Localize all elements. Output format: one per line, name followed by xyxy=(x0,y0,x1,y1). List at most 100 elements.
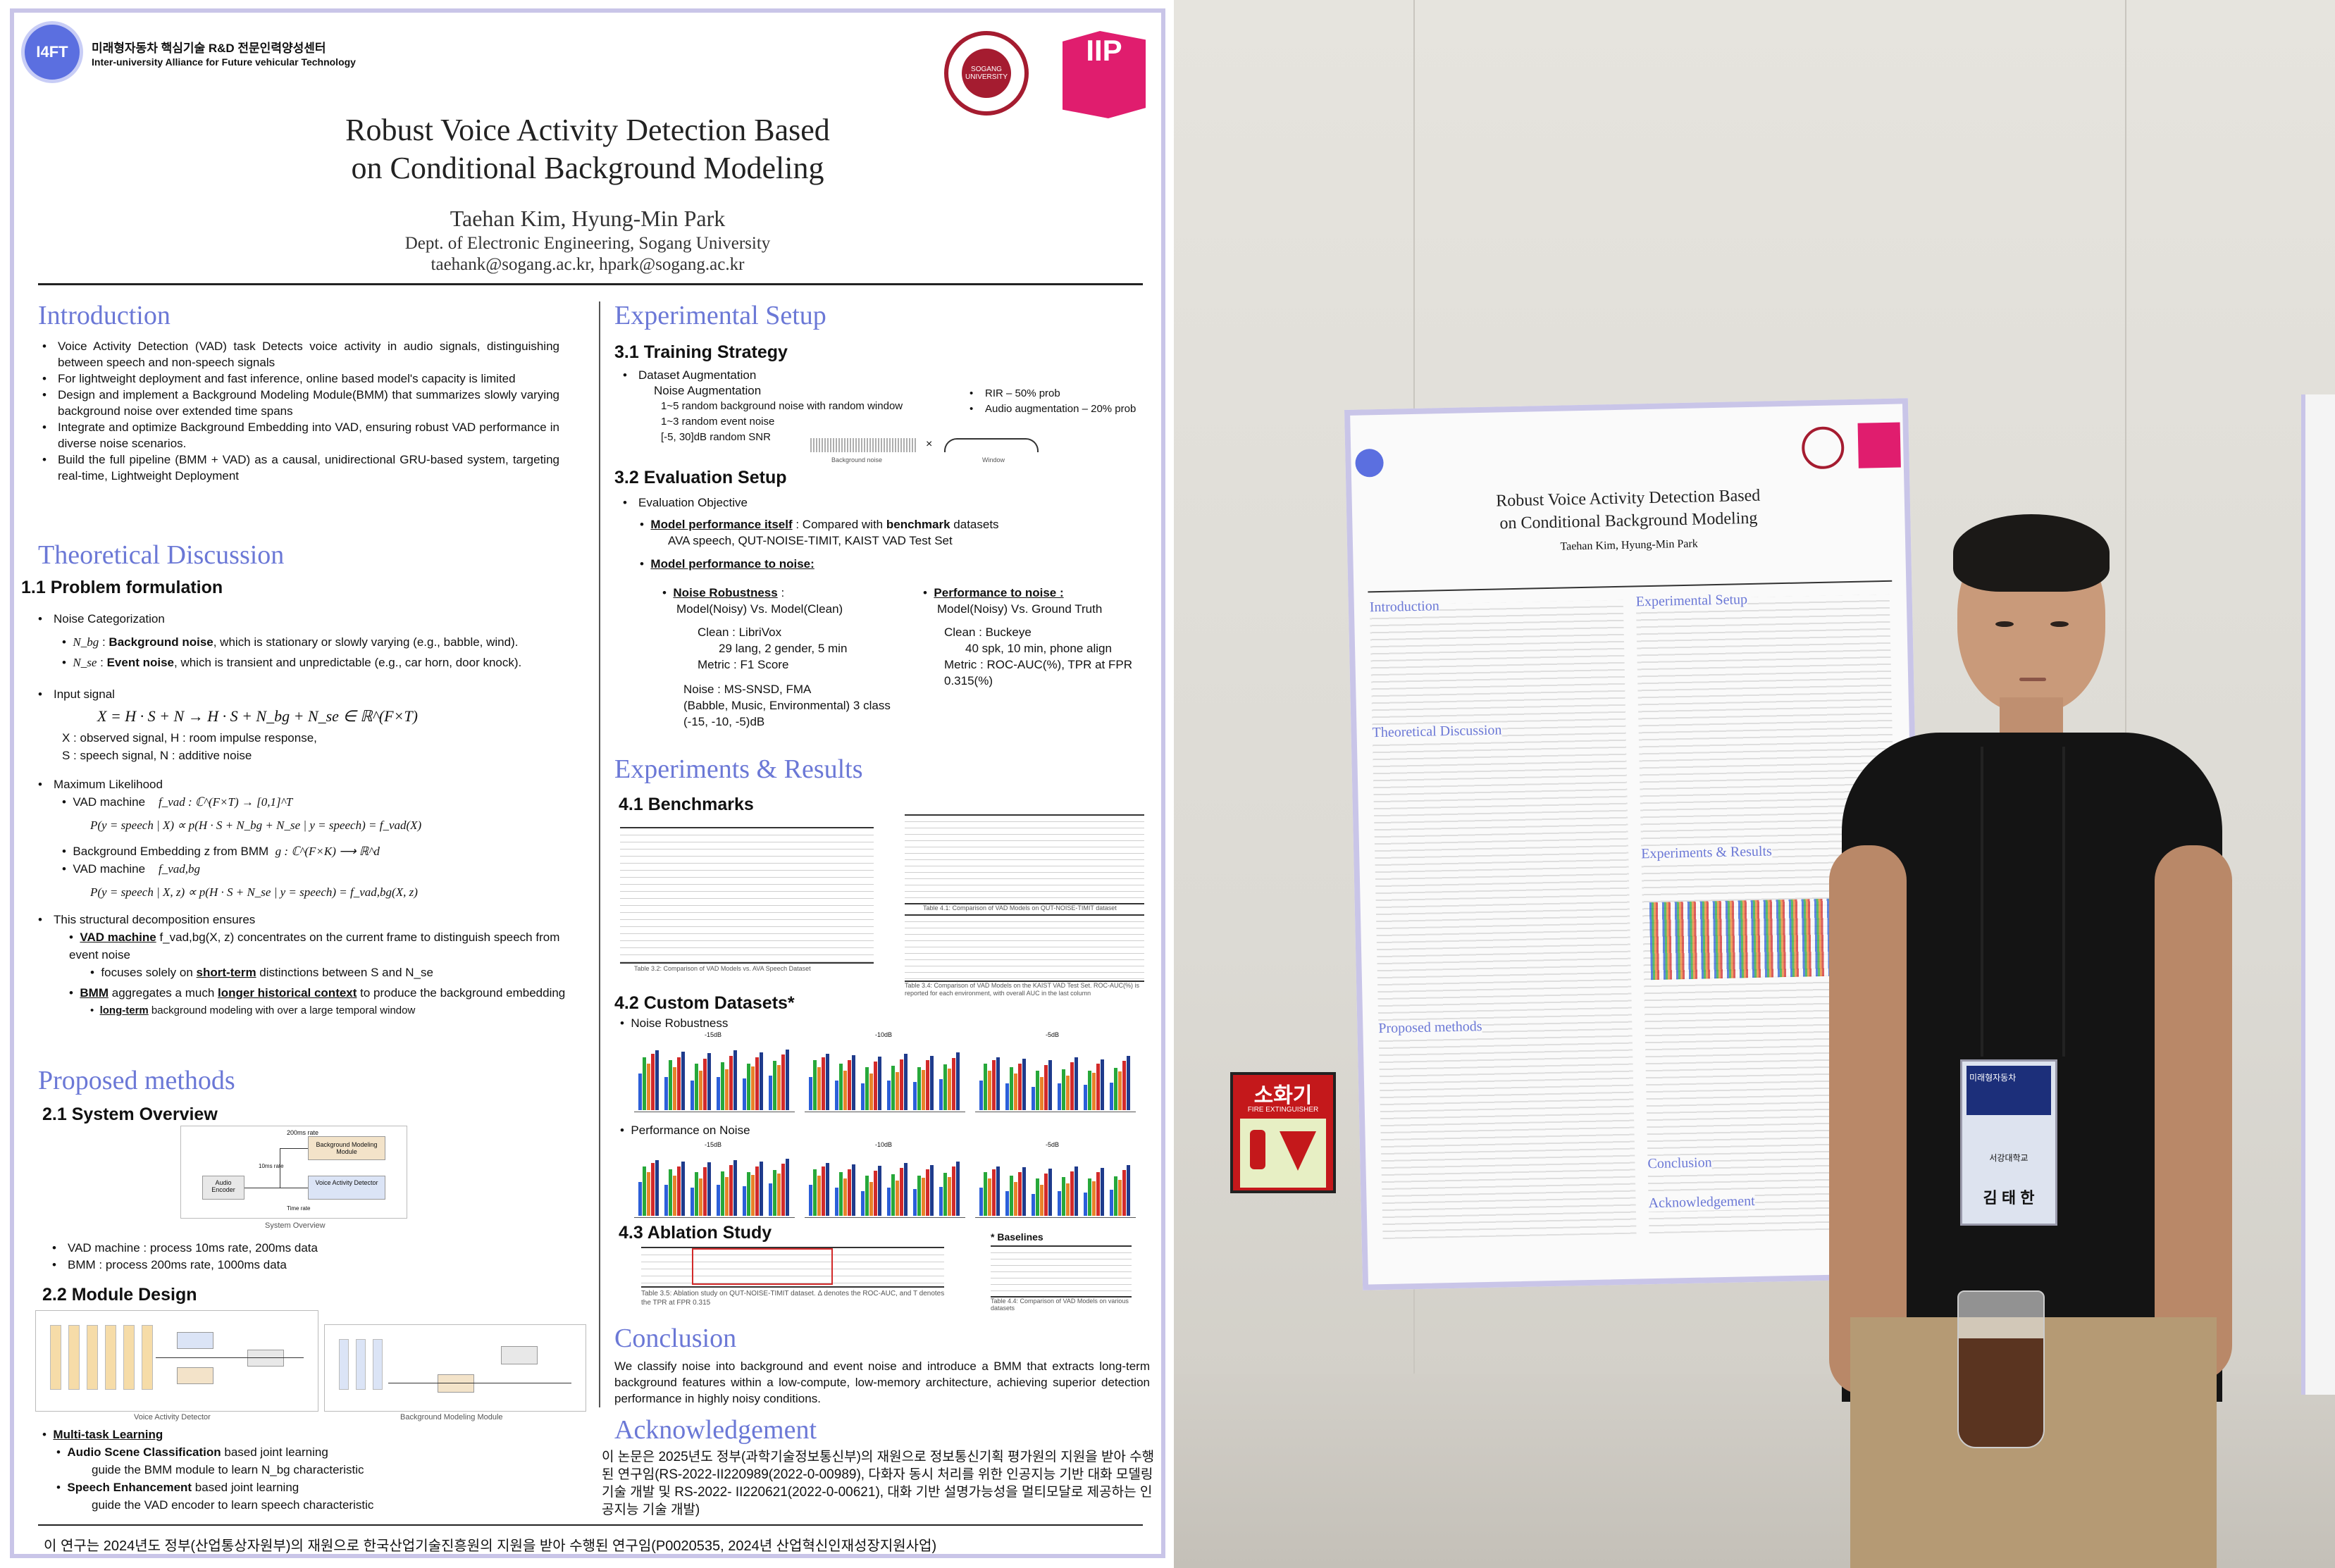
bar-mark xyxy=(643,1166,646,1216)
decomp-bmm-label: BMM xyxy=(80,986,109,1000)
bar-mark xyxy=(747,1172,750,1216)
bar-mark xyxy=(822,1166,825,1216)
clean-1-sub: 29 lang, 2 gender, 5 min xyxy=(719,642,848,655)
bar-mark xyxy=(948,1177,951,1216)
noise-levels: (-15, -10, -5)dB xyxy=(683,715,765,728)
perf-noise-block: • Performance to noise : Model(Noisy) Vs… xyxy=(923,585,1156,689)
title-line-2: on Conditional Background Modeling xyxy=(351,151,824,185)
se-line: • Speech Enhancement based joint learnin… xyxy=(56,1481,299,1494)
bar-mark xyxy=(1005,1083,1009,1110)
bar-mark xyxy=(992,1169,996,1216)
bar-mark xyxy=(1110,1083,1113,1110)
benchmark-table-3-caption: Table 3.4: Comparison of VAD Models on t… xyxy=(905,982,1139,997)
decomp-vad-line: • VAD machine f_vad,bg(X, z) concentrate… xyxy=(69,931,560,962)
bar-mark xyxy=(1032,1194,1035,1216)
photo-panel: Robust Voice Activity Detection Based on… xyxy=(1174,0,2335,1568)
bar-mark xyxy=(1114,1068,1117,1110)
fire-extinguisher-sign: 소화기 FIRE EXTINGUISHER xyxy=(1230,1072,1336,1193)
bars-pon-1 xyxy=(634,1154,795,1216)
input-equation: X = H · S + N → H · S + N_bg + N_se ∈ ℝ^… xyxy=(97,707,418,725)
rir-prob: RIR – 50% prob xyxy=(965,386,1156,402)
vad-machine-line: • VAD machine f_vad : ℂ^(F×T) → [0,1]^T xyxy=(62,795,293,809)
poster-title: Robust Voice Activity Detection Based on… xyxy=(14,111,1161,187)
decomp-bmm-sub: • long-term background modeling with ove… xyxy=(90,1004,416,1016)
bar-mark xyxy=(1036,1178,1039,1216)
bar-mark xyxy=(984,1064,987,1110)
bar-mark xyxy=(1110,1190,1113,1216)
bar-mark xyxy=(777,1174,781,1216)
noise-aug-1: 1~5 random background noise with random … xyxy=(661,400,903,412)
bar-mark xyxy=(773,1061,776,1110)
intro-bullet-4: Integrate and optimize Background Embedd… xyxy=(38,419,559,452)
intro-bullet-3: Design and implement a Background Modeli… xyxy=(38,387,559,419)
performance-on-noise-label: • Performance on Noise xyxy=(620,1124,750,1137)
bar-mark xyxy=(1127,1165,1130,1216)
bar-mark xyxy=(725,1069,729,1110)
bar-mark xyxy=(887,1081,891,1110)
var-line-1: X : observed signal, H : room impulse re… xyxy=(62,731,317,745)
bar-mark xyxy=(817,1176,821,1216)
wall-poster-iip xyxy=(1857,422,1901,468)
badge-org: 서강대학교 xyxy=(1989,1153,2029,1163)
layer-4 xyxy=(105,1325,116,1390)
bar-mark xyxy=(655,1160,659,1216)
person-head xyxy=(1953,514,2110,713)
bar-mark xyxy=(769,1076,772,1110)
bar-mark xyxy=(1010,1176,1013,1216)
bar-mark xyxy=(1122,1170,1126,1216)
noise-robustness-label: • Noise Robustness xyxy=(620,1016,729,1030)
decomp-vad-sub: • focuses solely on short-term distincti… xyxy=(90,966,433,979)
dataset-aug-label: Dataset Augmentation xyxy=(619,368,943,383)
bar-mark xyxy=(760,1052,763,1110)
bar-mark xyxy=(996,1166,1000,1216)
bar-mark xyxy=(673,1067,676,1110)
person-hair xyxy=(1953,514,2110,592)
bar-mark xyxy=(1127,1056,1130,1110)
bar-mark xyxy=(843,1071,847,1110)
bmm-layer-3 xyxy=(373,1339,383,1390)
title-divider xyxy=(38,283,1143,285)
benchmark-table-3 xyxy=(905,914,1144,982)
bar-mark xyxy=(695,1172,698,1216)
i4ft-logo: I4FT xyxy=(21,21,83,83)
bar-mark xyxy=(956,1052,960,1110)
se-sub: guide the VAD encoder to learn speech ch… xyxy=(92,1498,374,1512)
iip-logo-text: IIP xyxy=(1086,34,1122,67)
layer-6 xyxy=(142,1325,153,1390)
bar-mark xyxy=(717,1077,720,1110)
chart-panel-nr-1: -15dB xyxy=(634,1031,795,1112)
bar-mark xyxy=(952,1166,955,1216)
vad-module-figure xyxy=(35,1310,318,1412)
bar-mark xyxy=(690,1081,694,1110)
bar-mark xyxy=(638,1182,642,1216)
nse-desc: , which is transient and unpredictable (… xyxy=(174,656,522,669)
bar-mark xyxy=(813,1060,817,1110)
intro-bullets: Voice Activity Detection (VAD) task Dete… xyxy=(38,338,559,484)
benchmark-table-2 xyxy=(905,814,1144,904)
nbg-symbol: N_bg xyxy=(73,635,99,649)
bar-mark xyxy=(1036,1071,1039,1110)
decomp-vad-sub-c: distinctions between S and N_se xyxy=(256,966,433,979)
layer-3 xyxy=(87,1325,98,1390)
bar-mark xyxy=(647,1172,650,1216)
bar-mark xyxy=(1088,1071,1091,1110)
vad-arrow xyxy=(156,1357,304,1358)
bar-mark xyxy=(1058,1083,1061,1110)
bar-mark xyxy=(664,1185,668,1216)
person-eye-right xyxy=(2050,621,2069,627)
bars-nr-3 xyxy=(975,1044,1136,1110)
wall-proposed-heading: Proposed methods xyxy=(1378,1019,1482,1038)
wall-poster-authors: Taehan Kim, Hyung-Min Park xyxy=(1560,537,1698,553)
pn-head: Performance to noise : xyxy=(934,586,1064,599)
vad-function: f_vad : ℂ^(F×T) → [0,1]^T xyxy=(159,795,293,809)
bar-mark xyxy=(1084,1193,1087,1216)
bmm-rate-bullet: BMM : process 200ms rate, 1000ms data xyxy=(48,1257,541,1274)
bar-mark xyxy=(707,1053,711,1110)
bar-mark xyxy=(865,1176,869,1216)
bar-mark xyxy=(743,1078,746,1110)
bar-mark xyxy=(1118,1180,1122,1216)
nr-sub: Model(Noisy) Vs. Model(Clean) xyxy=(676,602,843,616)
wall-conclusion-heading: Conclusion xyxy=(1647,1155,1712,1173)
decomp-vad-desc: f_vad,bg(X, z) concentrates on the curre… xyxy=(69,931,560,962)
bar-mark xyxy=(839,1172,843,1216)
